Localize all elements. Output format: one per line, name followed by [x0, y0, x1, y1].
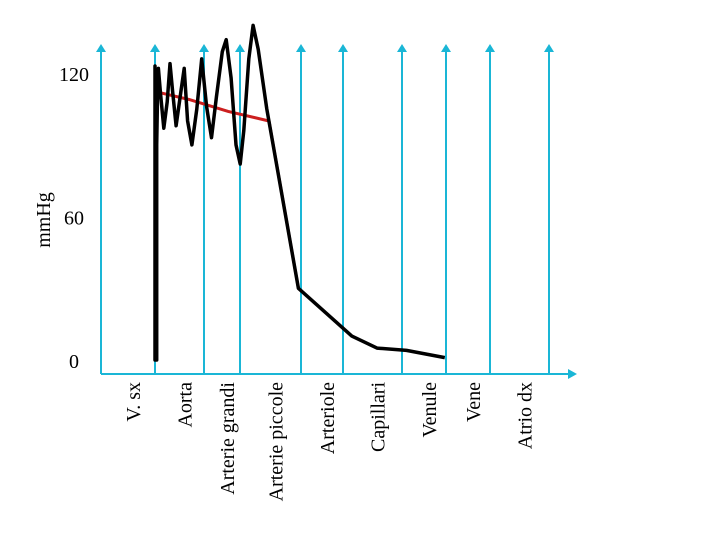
mean-pressure-curve	[158, 90, 300, 289]
x-tick-label: Aorta	[175, 382, 197, 428]
y-tick-labels: 0 60 120	[59, 64, 89, 373]
y-tick-label: 0	[69, 351, 79, 373]
x-tick-labels: V. sx Aorta Arterie grandi Arterie piccole A…	[123, 382, 537, 502]
y-tick-label: 60	[64, 208, 84, 230]
x-tick-label: Arterie grandi	[217, 382, 239, 495]
category-gridline	[397, 44, 407, 374]
up-arrow-icon	[96, 44, 106, 52]
x-tick-label: V. sx	[123, 382, 145, 422]
x-tick-label: Venule	[419, 382, 441, 438]
up-arrow-icon	[397, 44, 407, 52]
up-arrow-icon	[296, 44, 306, 52]
up-arrow-icon	[150, 44, 160, 52]
x-axis-arrow-icon	[568, 369, 577, 379]
category-gridline	[338, 44, 348, 374]
x-tick-label: Atrio dx	[515, 382, 537, 449]
up-arrow-icon	[544, 44, 554, 52]
y-tick-label: 120	[59, 64, 89, 86]
x-tick-label: Capillari	[368, 382, 390, 452]
up-arrow-icon	[441, 44, 451, 52]
x-tick-label: Vene	[463, 382, 485, 422]
category-gridline	[235, 44, 245, 374]
y-axis-label: mmHg	[33, 192, 55, 248]
category-gridline	[485, 44, 495, 374]
up-arrow-icon	[199, 44, 209, 52]
category-gridline	[544, 44, 554, 374]
up-arrow-icon	[338, 44, 348, 52]
pressure-curve	[153, 23, 446, 362]
category-gridline	[441, 44, 451, 374]
y-axis	[96, 44, 106, 374]
x-tick-label: Arteriole	[317, 382, 339, 454]
x-tick-label: Arterie piccole	[266, 382, 288, 501]
up-arrow-icon	[235, 44, 245, 52]
up-arrow-icon	[485, 44, 495, 52]
category-gridline	[296, 44, 306, 374]
